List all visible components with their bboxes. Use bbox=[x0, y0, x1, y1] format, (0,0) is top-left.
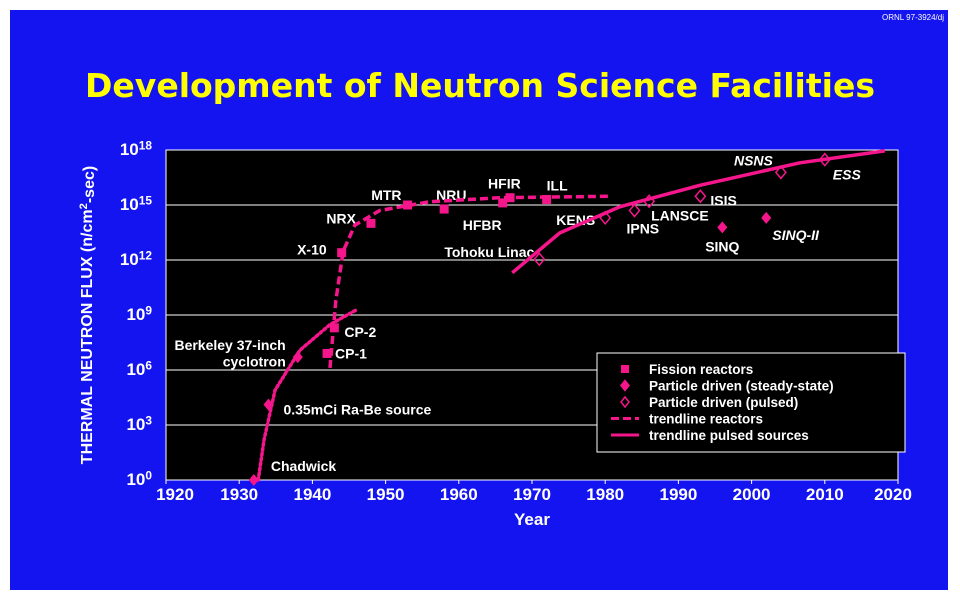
x-tick-label: 1950 bbox=[367, 485, 405, 504]
trendline bbox=[511, 149, 886, 275]
point-label: Berkeley 37-inch cyclotron bbox=[174, 337, 285, 369]
point-label: Chadwick bbox=[271, 458, 337, 474]
y-tick-label: 1018 bbox=[120, 139, 153, 159]
data-point bbox=[694, 189, 707, 204]
point-label: SINQ bbox=[705, 238, 739, 254]
point-label: SINQ-II bbox=[772, 227, 820, 243]
trendline bbox=[256, 307, 359, 482]
point-label: X-10 bbox=[297, 242, 327, 258]
credit: ORNL 97-3924/dj bbox=[882, 13, 944, 22]
point-label: CP-2 bbox=[344, 324, 376, 340]
data-point bbox=[439, 204, 449, 214]
x-tick-label: 1940 bbox=[293, 485, 331, 504]
point-label: IPNS bbox=[626, 221, 659, 237]
x-tick-label: 2020 bbox=[874, 485, 912, 504]
x-tick-label: 2010 bbox=[806, 485, 844, 504]
point-label: Tohoku Linac bbox=[444, 244, 534, 260]
data-point bbox=[533, 252, 546, 267]
legend-swatch bbox=[620, 395, 630, 409]
legend-box bbox=[596, 352, 906, 453]
legend-swatch bbox=[621, 365, 629, 373]
point-label: HFIR bbox=[488, 176, 521, 192]
y-tick-label: 100 bbox=[126, 469, 152, 489]
point-label: 0.35mCi Ra-Be source bbox=[283, 402, 431, 418]
legend-label: Particle driven (steady-state) bbox=[649, 379, 834, 394]
point-label: CP-1 bbox=[335, 345, 367, 361]
legend: Fission reactors Particle driven (steady-… bbox=[596, 352, 906, 453]
data-point bbox=[542, 194, 552, 204]
data-point bbox=[498, 198, 508, 208]
x-axis-label: Year bbox=[514, 510, 550, 529]
chart-title: Development of Neutron Science Facilitie… bbox=[85, 66, 875, 105]
data-point bbox=[403, 200, 413, 210]
legend-swatch bbox=[620, 379, 630, 392]
x-tick-label: 1980 bbox=[586, 485, 624, 504]
point-label: MTR bbox=[371, 187, 401, 203]
point-label: NSNS bbox=[734, 152, 774, 168]
x-tick-label: 2000 bbox=[733, 485, 771, 504]
legend-label: trendline pulsed sources bbox=[649, 428, 809, 443]
x-tick-label: 1970 bbox=[513, 485, 551, 504]
x-tick-label: 1920 bbox=[156, 485, 194, 504]
legend-label: Particle driven (pulsed) bbox=[649, 395, 798, 410]
point-label: ILL bbox=[547, 177, 568, 193]
x-tick-label: 1930 bbox=[220, 485, 258, 504]
y-tick-label: 1015 bbox=[120, 194, 153, 214]
point-label: ISIS bbox=[710, 192, 736, 208]
y-tick-label: 109 bbox=[126, 304, 152, 324]
point-label: KENS bbox=[556, 212, 595, 228]
data-point bbox=[628, 203, 641, 218]
data-point bbox=[761, 211, 772, 224]
data-point bbox=[248, 474, 259, 486]
data-point bbox=[774, 165, 787, 180]
x-tick-label: 1960 bbox=[440, 485, 478, 504]
point-label: ESS bbox=[833, 167, 862, 183]
legend-label: Fission reactors bbox=[649, 362, 753, 377]
y-tick-label: 106 bbox=[126, 359, 152, 379]
point-label: HFBR bbox=[463, 217, 502, 233]
legend-label: trendline reactors bbox=[649, 412, 763, 427]
point-label: LANSCE bbox=[651, 207, 709, 223]
x-tick-label: 1990 bbox=[659, 485, 697, 504]
y-tick-label: 103 bbox=[126, 414, 152, 434]
y-tick-label: 1012 bbox=[120, 249, 153, 269]
data-point bbox=[322, 348, 332, 358]
data-point bbox=[717, 221, 728, 234]
y-axis-label: THERMAL NEUTRON FLUX (n/cm2-sec) bbox=[78, 166, 98, 464]
point-label: NRX bbox=[326, 210, 356, 226]
data-point bbox=[366, 218, 376, 228]
trendline bbox=[328, 194, 611, 369]
